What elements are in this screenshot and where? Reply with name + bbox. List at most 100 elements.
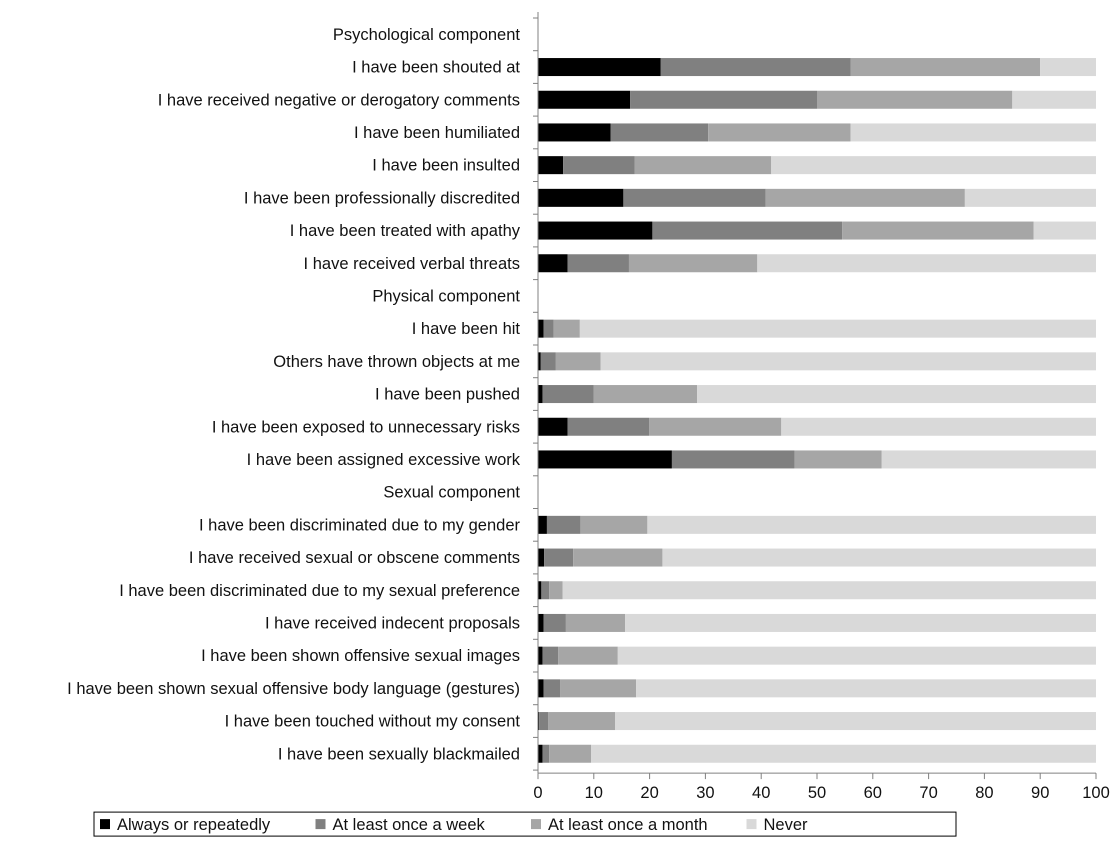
x-tick-label: 50 [808, 784, 826, 802]
category-label: I have received sexual or obscene commen… [189, 549, 520, 567]
bar-segment-2 [567, 417, 650, 436]
bar-segment-1 [538, 679, 544, 698]
bar-segment-4 [579, 319, 1096, 338]
bar-segment-2 [563, 156, 635, 175]
bar-segment-2 [630, 90, 817, 109]
legend-swatch [100, 819, 110, 830]
bar-segment-4 [1033, 221, 1096, 240]
bar-segment-2 [543, 679, 561, 698]
bar-segment-3 [794, 450, 882, 469]
bar-segment-1 [538, 221, 653, 240]
bar-segment-4 [1040, 58, 1096, 77]
bar-segment-4 [625, 613, 1096, 632]
bar-segment-2 [610, 123, 709, 142]
bar-segment-1 [538, 188, 624, 207]
bar-segment-4 [617, 646, 1096, 665]
legend-swatch [746, 819, 757, 830]
bar-segment-4 [591, 744, 1096, 763]
x-tick-label: 90 [1031, 784, 1049, 802]
bar-segment-2 [660, 58, 851, 77]
bar-segment-1 [538, 352, 541, 371]
category-label: I have been treated with apathy [290, 222, 521, 240]
category-label: I have been insulted [372, 157, 520, 175]
bar-segment-3 [565, 613, 626, 632]
bar-segment-3 [593, 385, 698, 404]
bar-segment-1 [538, 581, 542, 600]
x-tick-label: 80 [975, 784, 993, 802]
bar-segment-4 [881, 450, 1096, 469]
bar-segment-4 [781, 417, 1096, 436]
bar-segment-4 [562, 581, 1096, 600]
legend: Always or repeatedly At least once a week… [93, 811, 957, 837]
category-label: I have been humiliated [354, 124, 520, 142]
bar-segment-1 [538, 156, 564, 175]
bar-segment-2 [623, 188, 766, 207]
x-tick-label: 10 [585, 784, 603, 802]
bar-segment-3 [649, 417, 782, 436]
bar-segment-2 [541, 581, 550, 600]
bar-segment-1 [538, 319, 544, 338]
category-label: Physical component [372, 287, 520, 305]
bar-segment-3 [634, 156, 772, 175]
bar-segment-4 [850, 123, 1096, 142]
bar-segment-1 [538, 744, 543, 763]
bar-segment-1 [538, 515, 547, 534]
x-tick-label: 30 [696, 784, 714, 802]
x-tick-label: 60 [864, 784, 882, 802]
category-label: I have received verbal threats [304, 255, 520, 273]
category-label: I have been professionally discredited [244, 189, 520, 207]
x-tick-label: 100 [1082, 784, 1110, 802]
bar-segment-4 [636, 679, 1096, 698]
bar-segment-1 [538, 254, 568, 273]
bar-segment-1 [538, 123, 611, 142]
bar-segment-2 [543, 319, 554, 338]
bar-segment-4 [600, 352, 1096, 371]
bar-segment-3 [553, 319, 580, 338]
category-label: I have been assigned excessive work [247, 451, 521, 469]
x-tick-label: 20 [640, 784, 658, 802]
bar-segment-2 [546, 515, 581, 534]
bar-segment-2 [540, 352, 556, 371]
bar-segment-2 [671, 450, 795, 469]
bar-segment-2 [542, 385, 594, 404]
bar-segment-1 [538, 712, 540, 731]
bar-segment-2 [544, 548, 574, 567]
bar-segment-2 [542, 646, 559, 665]
bar-segment-3 [573, 548, 663, 567]
category-label: I have been shown sexual offensive body … [67, 680, 520, 698]
bars-layer [538, 58, 1096, 763]
legend-swatch [315, 819, 326, 830]
legend-label: At least once a week [333, 816, 486, 834]
bar-segment-2 [542, 744, 550, 763]
bar-segment-1 [538, 417, 568, 436]
legend-swatch [531, 819, 541, 830]
bar-segment-2 [567, 254, 629, 273]
bar-segment-4 [662, 548, 1096, 567]
bar-segment-4 [697, 385, 1096, 404]
x-tick-label: 0 [533, 784, 542, 802]
bar-segment-3 [708, 123, 851, 142]
category-label: I have been pushed [375, 386, 520, 404]
bar-segment-3 [549, 744, 592, 763]
legend-box [93, 811, 957, 837]
bar-segment-3 [548, 712, 616, 731]
bar-segment-3 [628, 254, 758, 273]
bar-segment-2 [539, 712, 549, 731]
category-label: I have been sexually blackmailed [278, 745, 520, 763]
category-label: I have been shown offensive sexual image… [201, 647, 520, 665]
bar-segment-4 [757, 254, 1096, 273]
category-label: Psychological component [333, 26, 521, 44]
bar-segment-4 [647, 515, 1096, 534]
bar-segment-3 [817, 90, 1013, 109]
bar-segment-3 [765, 188, 965, 207]
bar-segment-3 [560, 679, 637, 698]
bar-segment-1 [538, 548, 545, 567]
bar-segment-1 [538, 385, 543, 404]
bar-segment-3 [555, 352, 601, 371]
category-label: I have been shouted at [352, 59, 520, 77]
category-label: I have received negative or derogatory c… [158, 91, 520, 109]
bar-segment-1 [538, 646, 543, 665]
bar-segment-1 [538, 613, 544, 632]
bar-segment-4 [1012, 90, 1096, 109]
category-labels: Psychological component I have been shout… [67, 26, 521, 763]
